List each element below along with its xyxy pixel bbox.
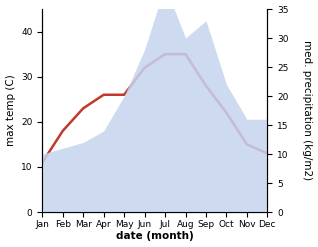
- Y-axis label: max temp (C): max temp (C): [5, 75, 16, 146]
- Y-axis label: med. precipitation (kg/m2): med. precipitation (kg/m2): [302, 41, 313, 181]
- X-axis label: date (month): date (month): [116, 231, 194, 242]
